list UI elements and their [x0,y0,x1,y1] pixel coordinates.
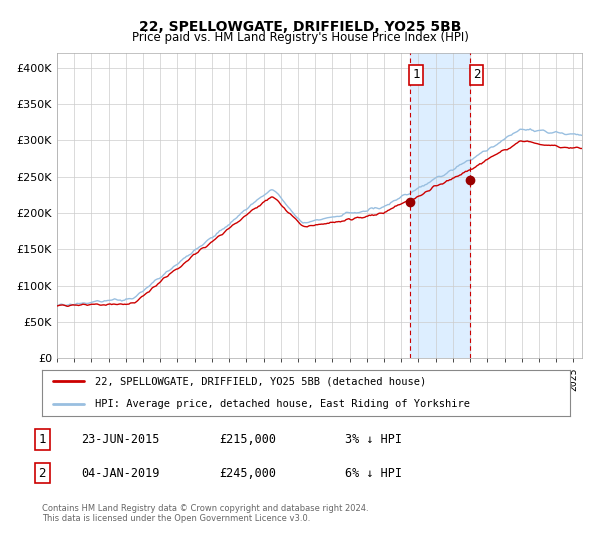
Text: Contains HM Land Registry data © Crown copyright and database right 2024.
This d: Contains HM Land Registry data © Crown c… [42,504,368,524]
Text: 22, SPELLOWGATE, DRIFFIELD, YO25 5BB: 22, SPELLOWGATE, DRIFFIELD, YO25 5BB [139,20,461,34]
Text: 2: 2 [473,68,481,82]
Text: £215,000: £215,000 [219,433,276,446]
Text: 22, SPELLOWGATE, DRIFFIELD, YO25 5BB (detached house): 22, SPELLOWGATE, DRIFFIELD, YO25 5BB (de… [95,376,426,386]
Text: 1: 1 [38,433,46,446]
Text: 6% ↓ HPI: 6% ↓ HPI [345,466,402,480]
Text: HPI: Average price, detached house, East Riding of Yorkshire: HPI: Average price, detached house, East… [95,399,470,409]
Bar [410,53,470,358]
Text: 04-JAN-2019: 04-JAN-2019 [81,466,160,480]
Text: 23-JUN-2015: 23-JUN-2015 [81,433,160,446]
Text: 3% ↓ HPI: 3% ↓ HPI [345,433,402,446]
Text: £245,000: £245,000 [219,466,276,480]
Text: 1: 1 [412,68,419,82]
Text: 2: 2 [38,466,46,480]
Text: Price paid vs. HM Land Registry's House Price Index (HPI): Price paid vs. HM Land Registry's House … [131,31,469,44]
